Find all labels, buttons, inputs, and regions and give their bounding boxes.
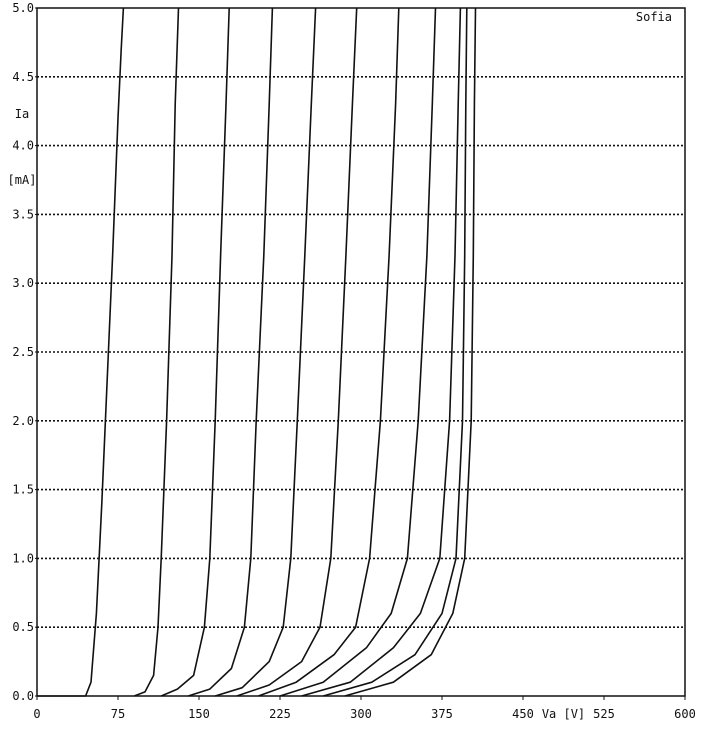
series-curve-8 — [279, 7, 437, 697]
y-tick-label-4: 2.0 — [12, 414, 34, 428]
y-tick-label-9: 4.5 — [12, 70, 34, 84]
series-curve-6 — [236, 7, 358, 697]
series-curve-10 — [322, 7, 468, 697]
y-tick-label-3: 1.5 — [12, 483, 34, 497]
x-tick-label-3: 225 — [269, 707, 291, 721]
y-tick-label-10: 5.0 — [12, 1, 34, 15]
x-tick-label-5: 375 — [431, 707, 453, 721]
series-curves — [37, 7, 477, 697]
series-curve-11 — [344, 7, 477, 697]
y-axis-label: Ia — [15, 107, 29, 121]
y-tick-label-8: 4.0 — [12, 139, 34, 153]
x-tick-label-8: 600 — [674, 707, 696, 721]
series-curve-9 — [301, 7, 462, 697]
y-tick-label-7: 3.5 — [12, 207, 34, 221]
y-axis-unit: [mA] — [8, 173, 37, 187]
y-tick-label-0: 0.0 — [12, 689, 34, 703]
x-tick-label-0: 0 — [33, 707, 40, 721]
grid-lines — [37, 76, 685, 629]
x-axis-label: Va [V] — [542, 707, 585, 721]
y-tick-label-2: 1.0 — [12, 551, 34, 565]
y-tick-label-6: 3.0 — [12, 276, 34, 290]
x-tick-label-6: 450 — [512, 707, 534, 721]
series-curve-7 — [258, 7, 400, 697]
x-tick-label-2: 150 — [188, 707, 210, 721]
chart-annotation: Sofia — [636, 10, 672, 24]
y-tick-label-1: 0.5 — [12, 620, 34, 634]
tick-labels: 0.0 0.5 1.0 1.5 2.0 2.5 3.0 3.5 4.0 4.5 5.0 0 75 150 2… — [12, 1, 696, 721]
series-curve-4 — [187, 7, 274, 697]
x-tick-label-1: 75 — [111, 707, 125, 721]
series-curve-1 — [37, 7, 125, 697]
series-curve-2 — [133, 7, 180, 697]
series-curve-5 — [214, 7, 317, 697]
series-curve-3 — [160, 7, 230, 697]
y-tick-label-5: 2.5 — [12, 345, 34, 359]
x-tick-label-4: 300 — [350, 707, 372, 721]
x-tick-label-7: 525 — [593, 707, 615, 721]
